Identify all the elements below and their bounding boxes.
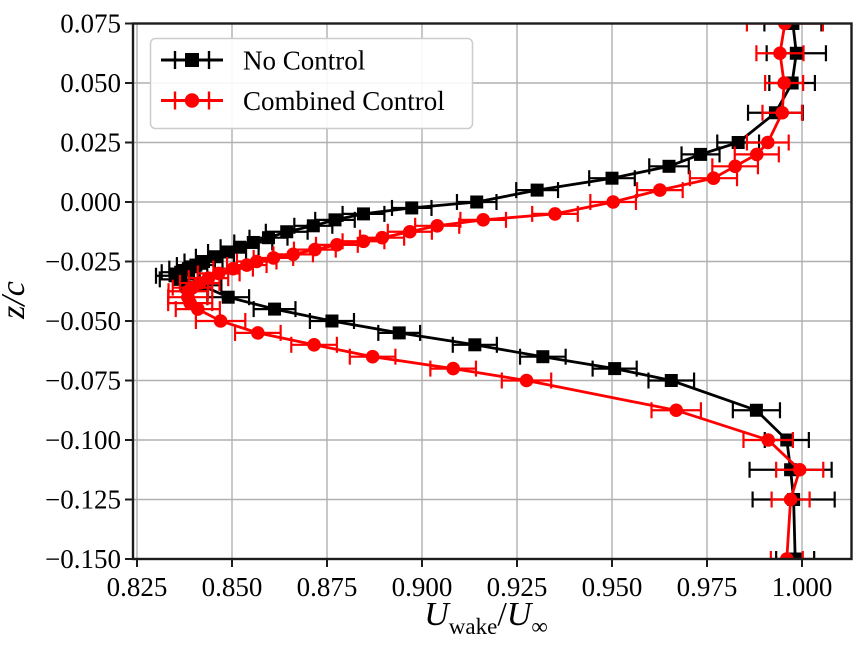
- x-tick-label: 0.975: [677, 572, 738, 602]
- data-point-marker: [519, 373, 534, 388]
- legend-box: [149, 37, 474, 130]
- y-tick-label: −0.075: [45, 366, 121, 396]
- data-point-marker: [470, 195, 484, 209]
- y-tick-label: 0.050: [60, 68, 121, 98]
- legend-label-combined-control: Combined Control: [243, 86, 445, 116]
- data-point-marker: [605, 171, 619, 185]
- data-point-marker: [777, 76, 791, 90]
- series-combined-control: [167, 23, 825, 559]
- x-axis-label: Uwake/U∞: [424, 596, 548, 639]
- data-point-marker: [392, 326, 406, 340]
- data-point-marker: [328, 213, 342, 227]
- data-point-marker: [706, 171, 721, 185]
- data-point-marker: [468, 338, 482, 352]
- data-point-marker: [307, 338, 321, 352]
- data-point-marker: [476, 213, 490, 227]
- y-tick-label: −0.100: [45, 425, 121, 455]
- data-point-marker: [761, 135, 775, 150]
- x-tick-label: 0.850: [202, 572, 263, 602]
- data-point-marker: [780, 552, 794, 559]
- data-point-marker: [325, 314, 339, 328]
- data-point-marker: [226, 261, 240, 276]
- y-tick-label: 0.025: [60, 128, 121, 158]
- data-point-marker: [280, 225, 294, 239]
- y-axis-label: z/c: [0, 281, 32, 320]
- data-point-marker: [761, 433, 775, 447]
- y-tick-label: 0.000: [60, 187, 121, 217]
- data-point-marker: [792, 462, 807, 477]
- legend-sample-combined-control: [161, 91, 223, 110]
- y-tick-labels: 0.075 0.050 0.025 0.000 −0.025 −0.050 −0.075 −0…: [45, 9, 121, 575]
- plot-border: [131, 22, 853, 561]
- data-point-marker: [664, 374, 678, 387]
- x-tick-label: 0.950: [582, 572, 643, 602]
- y-tick-label: −0.050: [45, 306, 121, 336]
- data-point-marker: [731, 136, 745, 149]
- data-point-marker: [749, 147, 764, 162]
- y-tick-label: −0.025: [45, 247, 121, 277]
- y-tick-label: −0.150: [45, 544, 121, 574]
- y-tick-label: −0.125: [45, 485, 121, 515]
- data-point-marker: [405, 201, 419, 215]
- data-series-layer: [154, 23, 836, 559]
- data-point-marker: [375, 230, 389, 245]
- data-point-marker: [669, 403, 684, 418]
- data-point-marker: [749, 403, 763, 417]
- data-point-marker: [330, 238, 344, 252]
- data-point-marker: [548, 207, 562, 221]
- legend-sample-no-control: [161, 51, 223, 69]
- data-point-marker: [208, 250, 222, 264]
- data-point-marker: [608, 362, 622, 376]
- data-point-marker: [446, 361, 460, 376]
- data-point-marker: [786, 23, 800, 30]
- data-point-marker: [213, 314, 228, 328]
- x-tick-label: 0.825: [107, 572, 168, 602]
- data-point-marker: [266, 251, 281, 265]
- legend: No Control Combined Control: [149, 37, 474, 130]
- legend-marker-square: [185, 53, 199, 67]
- data-point-marker: [306, 219, 320, 233]
- data-point-marker: [403, 224, 417, 239]
- data-point-marker: [356, 234, 371, 249]
- data-point-marker: [653, 183, 667, 197]
- data-point-marker: [191, 302, 205, 316]
- data-point-marker: [778, 23, 792, 31]
- data-point-marker: [530, 183, 544, 197]
- data-point-marker: [788, 552, 802, 559]
- legend-label-no-control: No Control: [243, 46, 365, 76]
- data-point-marker: [233, 240, 247, 254]
- x-tick-label: 0.900: [392, 572, 453, 602]
- data-point-marker: [606, 195, 620, 209]
- x-tick-labels: 0.825 0.850 0.875 0.900 0.925 0.950 0.975 1.000: [107, 572, 833, 602]
- data-point-marker: [246, 235, 260, 249]
- data-point-marker: [268, 302, 282, 316]
- data-point-marker: [356, 207, 370, 221]
- data-point-marker: [286, 247, 300, 262]
- data-point-marker: [261, 231, 275, 245]
- y-tick-label: 0.075: [60, 9, 121, 39]
- x-tick-label: 0.875: [297, 572, 358, 602]
- data-point-marker: [773, 46, 787, 61]
- data-point-marker: [220, 245, 234, 259]
- data-point-marker: [240, 258, 254, 272]
- legend-marker-circle: [184, 93, 200, 108]
- data-point-marker: [775, 105, 790, 120]
- data-point-marker: [728, 159, 742, 174]
- axis-ticks: [125, 22, 804, 567]
- data-point-marker: [251, 326, 265, 340]
- data-point-marker: [536, 350, 550, 364]
- x-axis-label-text: Uwake/U∞: [424, 596, 548, 639]
- data-point-marker: [365, 349, 380, 364]
- data-point-marker: [694, 147, 708, 161]
- data-point-marker: [430, 219, 445, 233]
- data-point-marker: [221, 290, 235, 304]
- data-point-marker: [783, 492, 798, 507]
- x-tick-label: 1.000: [772, 572, 833, 602]
- data-point-marker: [308, 242, 322, 257]
- x-tick-label: 0.925: [487, 572, 548, 602]
- data-point-marker: [211, 266, 226, 281]
- data-point-marker: [662, 159, 676, 173]
